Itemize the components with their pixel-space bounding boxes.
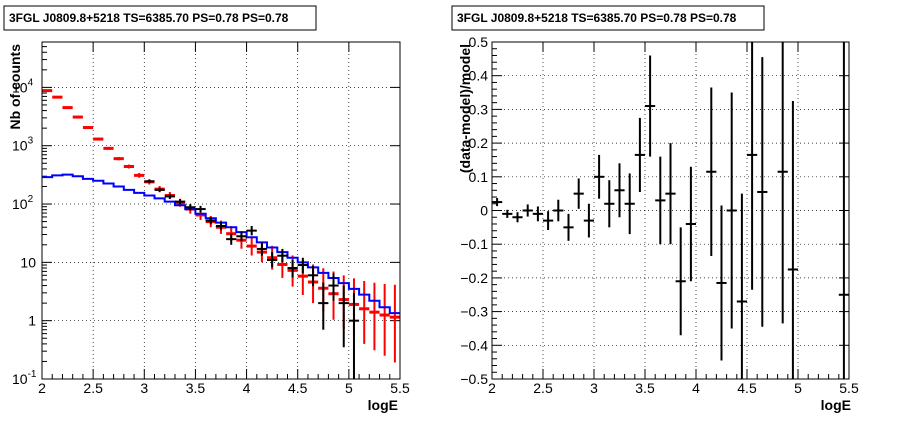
y-tick-label: 0.1 — [469, 169, 489, 185]
x-axis-title-right: logE — [821, 397, 851, 413]
y-tick-label-exponent: 3 — [28, 136, 34, 147]
y-axis-title-left: Nb of counts — [7, 44, 23, 130]
y-tick-label: −0.1 — [460, 236, 488, 252]
x-tick-label: 2.5 — [83, 380, 103, 396]
y-tick-label: 10 — [20, 254, 36, 270]
x-tick-label: 3 — [140, 380, 148, 396]
x-tick-label: 2 — [488, 380, 496, 396]
x-tick-label: 3.5 — [635, 380, 655, 396]
y-tick-label: −0.4 — [460, 337, 488, 353]
x-tick-label: 4.5 — [737, 380, 757, 396]
y-tick-label: −0.5 — [460, 371, 488, 387]
marks-right — [492, 42, 849, 379]
plot-frame-left-background — [42, 42, 400, 379]
tick-labels-right: 2 2.5 3 3.5 4 4.5 5 5.5 −0.5 −0.4 −0.3 −0.2 −0.1 0 0.1… — [460, 34, 859, 396]
x-tick-label: 2.5 — [533, 380, 553, 396]
y-tick-label: 10-1 — [12, 369, 37, 387]
x-tick-label: 4 — [243, 380, 251, 396]
y-tick-label: 1 — [28, 313, 36, 329]
x-tick-label: 3.5 — [186, 380, 206, 396]
y-axis-title-right: (data-model)/model — [457, 44, 473, 173]
y-tick-label: 0.3 — [469, 101, 489, 117]
x-tick-label: 4.5 — [288, 380, 308, 396]
x-tick-label: 4 — [692, 380, 700, 396]
chart-title-left: 3FGL J0809.8+5218 TS=6385.70 PS=0.78 PS=… — [9, 11, 289, 25]
plot-frame-left — [41, 41, 401, 380]
title-box-left-frame — [3, 5, 317, 31]
x-tick-label: 5 — [345, 380, 353, 396]
x-tick-label: 5 — [794, 380, 802, 396]
x-tick-label: 3 — [590, 380, 598, 396]
y-tick-label-exponent: 4 — [28, 77, 34, 88]
y-tick-label: −0.3 — [460, 304, 488, 320]
y-tick-label: 0 — [480, 203, 488, 219]
y-tick-label-exponent: 2 — [28, 194, 34, 205]
y-tick-label: 0.4 — [469, 68, 489, 84]
y-tick-label: 0.2 — [469, 135, 489, 151]
plot-frame-right — [491, 41, 850, 380]
x-axis-title-left: logE — [368, 397, 398, 413]
y-tick-label: 0.5 — [469, 34, 489, 50]
chart-title-right: 3FGL J0809.8+5218 TS=6385.70 PS=0.78 PS=… — [457, 11, 737, 25]
marks-left — [42, 89, 400, 379]
residuals-pad: 2 2.5 3 3.5 4 4.5 5 5.5 −0.5 −0.4 −0.3 −0.2 −0.1 0 0.1… — [451, 5, 859, 413]
x-tick-label: 5.5 — [390, 380, 410, 396]
title-box-right-frame — [451, 5, 765, 31]
title-box-right: 3FGL J0809.8+5218 TS=6385.70 PS=0.78 PS=… — [451, 5, 765, 31]
y-tick-label: 103 — [12, 136, 34, 154]
y-tick-label: −0.2 — [460, 270, 488, 286]
y-tick-label: 102 — [12, 194, 34, 212]
title-box-left: 3FGL J0809.8+5218 TS=6385.70 PS=0.78 PS=… — [3, 5, 317, 31]
x-tick-label: 2 — [38, 380, 46, 396]
grid-right — [492, 42, 849, 379]
x-tick-label: 5.5 — [839, 380, 859, 396]
y-tick-label-exponent: -1 — [28, 369, 37, 380]
